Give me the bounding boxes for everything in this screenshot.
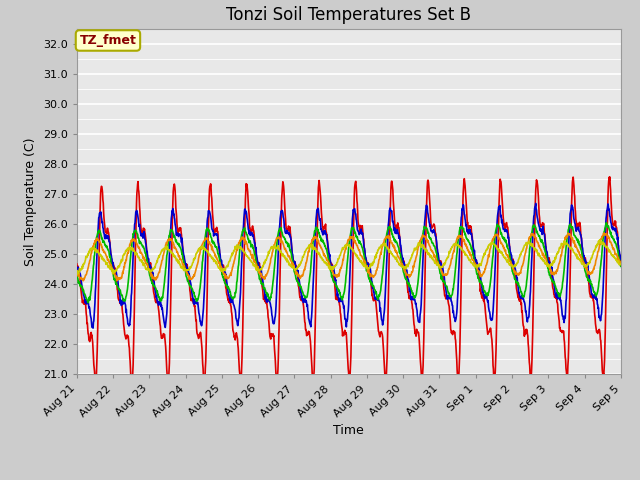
- -2cm: [505, 232, 513, 238]
- -16cm: [505, 254, 513, 260]
- -8cm: [73, 269, 81, 275]
- -32cm: [195, 248, 202, 253]
- -8cm: [505, 246, 513, 252]
- -32cm: [553, 252, 561, 257]
- -32cm: [74, 271, 81, 277]
- -2cm: [553, 293, 561, 299]
- -32cm: [181, 266, 189, 272]
- Line: -4cm: -4cm: [77, 204, 621, 328]
- -8cm: [255, 273, 263, 278]
- -32cm: [505, 260, 513, 265]
- -8cm: [195, 296, 202, 301]
- -8cm: [617, 264, 625, 269]
- -8cm: [553, 287, 561, 292]
- -4cm: [195, 303, 202, 309]
- -4cm: [617, 256, 625, 262]
- -8cm: [181, 266, 189, 272]
- -8cm: [84, 300, 92, 305]
- -2cm: [181, 261, 189, 267]
- -4cm: [89, 325, 97, 331]
- -2cm: [195, 334, 202, 340]
- -32cm: [596, 237, 604, 243]
- -32cm: [434, 260, 442, 266]
- -4cm: [73, 267, 81, 273]
- -32cm: [73, 268, 81, 274]
- -16cm: [73, 269, 81, 275]
- Line: -16cm: -16cm: [77, 233, 621, 281]
- Line: -8cm: -8cm: [77, 223, 621, 302]
- -2cm: [255, 262, 263, 267]
- -16cm: [553, 267, 561, 273]
- -4cm: [181, 258, 189, 264]
- Line: -2cm: -2cm: [77, 177, 621, 385]
- -16cm: [79, 278, 87, 284]
- -8cm: [603, 220, 611, 226]
- -16cm: [195, 259, 202, 264]
- -4cm: [532, 201, 540, 206]
- -32cm: [617, 261, 625, 267]
- Line: -32cm: -32cm: [77, 240, 621, 274]
- -16cm: [617, 262, 625, 267]
- -4cm: [255, 267, 263, 273]
- -2cm: [73, 261, 81, 267]
- -4cm: [505, 234, 513, 240]
- Title: Tonzi Soil Temperatures Set B: Tonzi Soil Temperatures Set B: [227, 6, 471, 24]
- -32cm: [255, 267, 263, 273]
- -16cm: [600, 230, 608, 236]
- -4cm: [434, 247, 442, 252]
- Text: TZ_fmet: TZ_fmet: [79, 34, 136, 47]
- -2cm: [434, 251, 442, 257]
- -16cm: [181, 266, 189, 272]
- -16cm: [255, 270, 263, 276]
- -16cm: [434, 259, 442, 265]
- -2cm: [606, 174, 614, 180]
- -4cm: [553, 294, 561, 300]
- -8cm: [434, 255, 442, 261]
- -2cm: [164, 382, 172, 388]
- X-axis label: Time: Time: [333, 424, 364, 437]
- Y-axis label: Soil Temperature (C): Soil Temperature (C): [24, 137, 37, 266]
- -2cm: [617, 258, 625, 264]
